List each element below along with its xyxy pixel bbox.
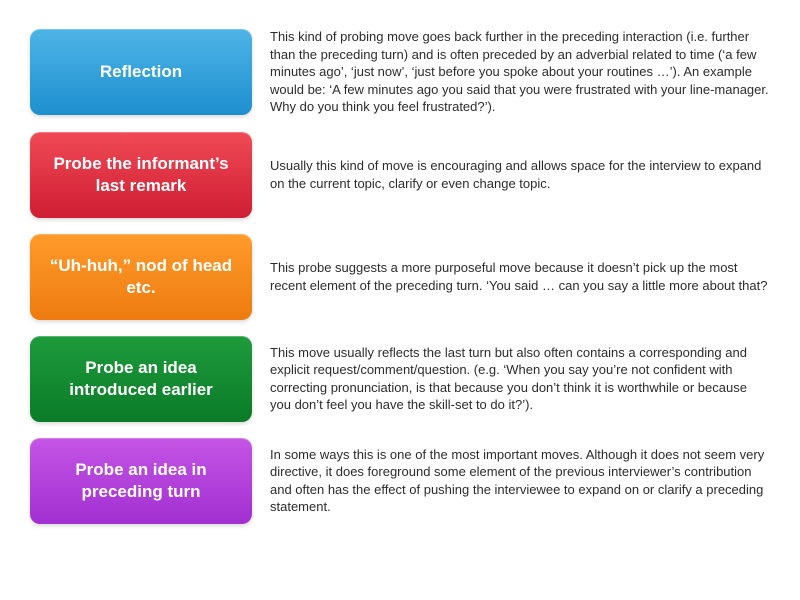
row-probe-earlier: Probe an idea introduced earlier This mo…	[30, 336, 770, 422]
card-uh-huh: “Uh-huh,” nod of head etc.	[30, 234, 252, 320]
row-probe-last-remark: Probe the informant’s last remark Usuall…	[30, 132, 770, 218]
desc-probe-earlier: This move usually reflects the last turn…	[252, 344, 770, 414]
desc-probe-last-remark: Usually this kind of move is encouraging…	[252, 157, 770, 192]
row-reflection: Reflection This kind of probing move goe…	[30, 28, 770, 116]
card-title: “Uh-huh,” nod of head etc.	[40, 255, 242, 298]
card-title: Reflection	[100, 61, 182, 82]
card-title: Probe the informant’s last remark	[40, 153, 242, 196]
desc-reflection: This kind of probing move goes back furt…	[252, 28, 770, 116]
card-title: Probe an idea in preceding turn	[40, 459, 242, 502]
row-uh-huh: “Uh-huh,” nod of head etc. This probe su…	[30, 234, 770, 320]
card-probe-last-remark: Probe the informant’s last remark	[30, 132, 252, 218]
desc-probe-preceding: In some ways this is one of the most imp…	[252, 446, 770, 516]
card-probe-earlier: Probe an idea introduced earlier	[30, 336, 252, 422]
desc-uh-huh: This probe suggests a more purposeful mo…	[252, 259, 770, 294]
card-probe-preceding: Probe an idea in preceding turn	[30, 438, 252, 524]
card-title: Probe an idea introduced earlier	[40, 357, 242, 400]
card-reflection: Reflection	[30, 29, 252, 115]
row-probe-preceding: Probe an idea in preceding turn In some …	[30, 438, 770, 524]
